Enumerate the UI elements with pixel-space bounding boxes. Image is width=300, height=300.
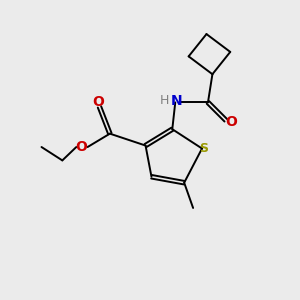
- Text: O: O: [225, 115, 237, 129]
- Text: O: O: [92, 94, 104, 109]
- Text: S: S: [199, 142, 208, 155]
- Text: H: H: [159, 94, 169, 107]
- Text: N: N: [171, 94, 183, 108]
- Text: O: O: [75, 140, 87, 154]
